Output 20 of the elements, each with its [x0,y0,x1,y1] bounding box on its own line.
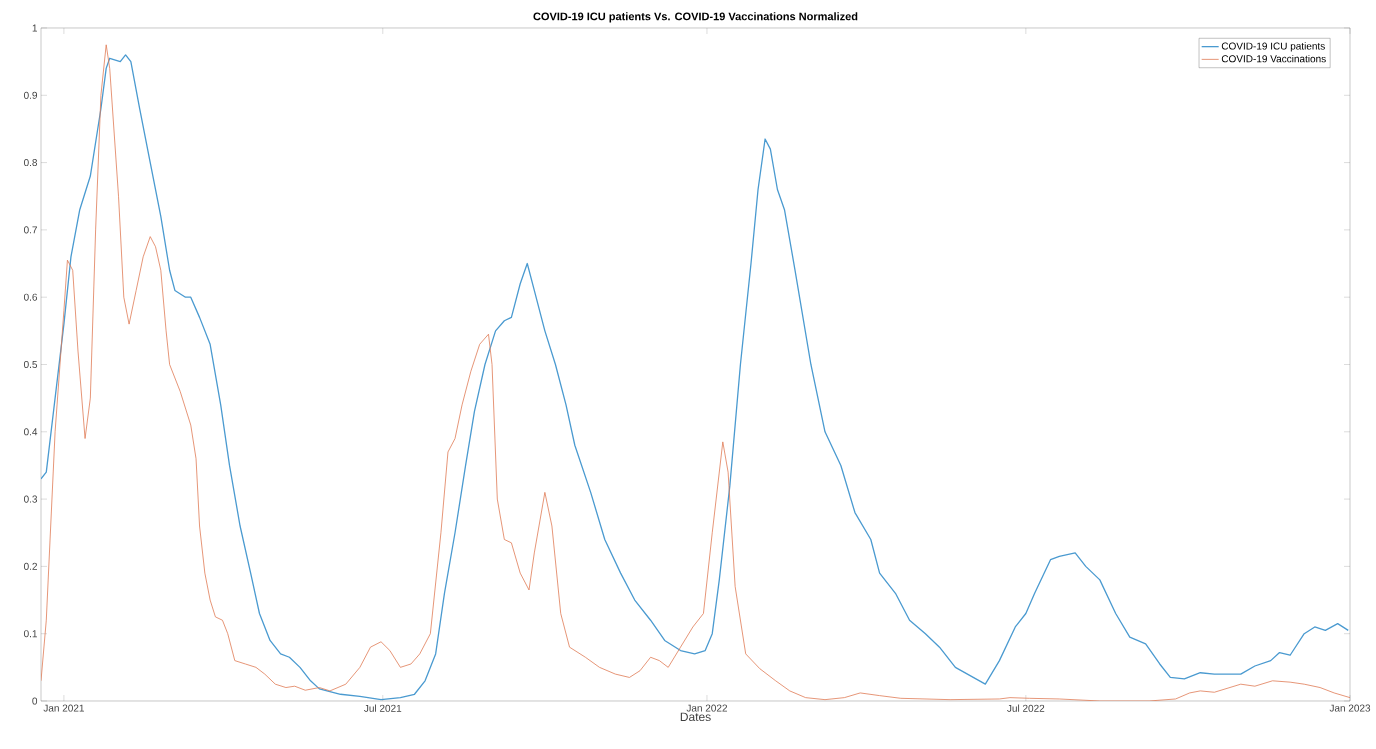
legend-label: COVID-19 ICU patients [1221,42,1325,52]
y-tick-label: 0 [32,697,38,705]
x-axis-title: Dates [680,712,711,722]
y-tick-label: 0.8 [23,159,38,167]
x-tick-label: Jan 2021 [43,704,84,712]
chart-title: COVID-19 ICU patients Vs. COVID-19 Vaccinations Normalized [533,12,858,23]
y-tick-label: 0.3 [23,495,38,503]
y-tick-label: 0.1 [23,630,37,638]
x-tick-label: Jul 2022 [1007,704,1045,712]
y-tick-label: 0.4 [23,428,38,436]
y-tick-label: 0.7 [23,226,37,234]
y-tick-label: 0.9 [23,91,38,99]
y-tick-label: 1 [32,24,37,32]
x-tick-label: Jul 2021 [364,704,402,712]
y-tick-label: 0.2 [23,562,37,570]
y-tick-label: 0.6 [23,293,38,301]
y-tick-label: 0.5 [23,360,38,369]
legend-label: COVID-19 Vaccinations [1221,54,1326,63]
x-tick-label: Jan 2022 [686,704,728,712]
x-tick-label: Jan 2023 [1329,704,1371,712]
